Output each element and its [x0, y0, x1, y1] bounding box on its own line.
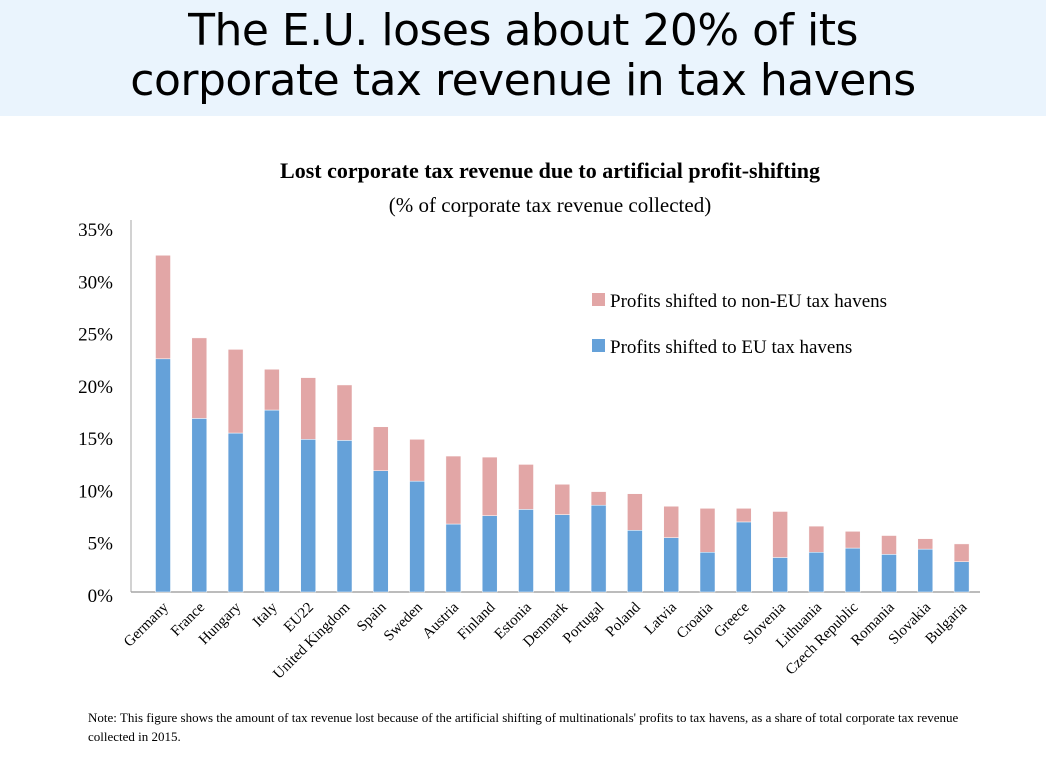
bar-non-eu-germany [155, 255, 171, 360]
bar-non-eu-slovakia [917, 538, 934, 550]
header-banner: The E.U. loses about 20% of its corporat… [0, 0, 1046, 116]
y-tick-label: 35% [78, 220, 113, 241]
bar-non-eu-lithuania [808, 525, 825, 553]
bar-eu-estonia [518, 509, 534, 593]
bar-non-eu-italy [264, 369, 280, 411]
headline-line-2: corporate tax revenue in tax havens [130, 55, 916, 106]
y-tick-label: 25% [78, 325, 113, 346]
y-tick-label: 15% [78, 429, 113, 450]
bar-non-eu-czech-republic [844, 531, 861, 549]
bar-eu-eu22 [300, 439, 316, 593]
bar-non-eu-france [191, 337, 208, 419]
bar-non-eu-greece [736, 508, 752, 523]
bar-eu-united-kingdom [336, 440, 353, 593]
bar-non-eu-estonia [518, 464, 534, 510]
bar-eu-bulgaria [953, 561, 970, 593]
bar-eu-slovenia [772, 557, 788, 593]
legend: Profits shifted to non-EU tax havens Prof… [592, 291, 887, 358]
bar-non-eu-portugal [590, 491, 607, 506]
bar-eu-czech-republic [844, 547, 861, 593]
bar-eu-germany [155, 358, 171, 593]
bar-eu-spain [373, 470, 389, 593]
y-tick-label: 10% [78, 481, 113, 502]
legend-label-non-eu: Profits shifted to non-EU tax havens [610, 291, 887, 312]
bar-non-eu-poland [627, 493, 643, 531]
x-tick-label: Finland [455, 599, 499, 643]
bar-non-eu-slovenia [772, 511, 788, 558]
bar-eu-denmark [554, 514, 571, 593]
bar-non-eu-croatia [699, 508, 716, 553]
y-tick-label: 0% [88, 586, 114, 607]
bar-eu-france [191, 418, 208, 593]
bar-non-eu-spain [373, 426, 389, 471]
x-tick-label: Croatia [674, 599, 717, 642]
headline-line-1: The E.U. loses about 20% of its [188, 5, 858, 56]
y-tick-label: 30% [78, 272, 113, 293]
x-tick-label: Austria [420, 599, 463, 642]
chart-title: Lost corporate tax revenue due to artifi… [280, 158, 820, 183]
bar-non-eu-hungary [227, 349, 244, 434]
bar-non-eu-united-kingdom [336, 384, 353, 441]
legend-label-eu: Profits shifted to EU tax havens [610, 337, 852, 358]
x-tick-label: Italy [250, 599, 281, 630]
legend-swatch-eu [592, 339, 605, 352]
bar-non-eu-latvia [663, 506, 679, 538]
bar-eu-poland [627, 530, 643, 593]
bar-eu-lithuania [808, 552, 825, 593]
bar-eu-romania [881, 554, 897, 593]
bar-eu-portugal [590, 504, 607, 593]
bar-eu-latvia [663, 537, 679, 593]
bar-non-eu-sweden [409, 439, 425, 482]
bar-eu-slovakia [917, 548, 934, 593]
x-tick-label: Germany [121, 599, 172, 650]
bar-non-eu-romania [881, 535, 897, 555]
bar-eu-austria [445, 523, 462, 593]
bar-non-eu-denmark [554, 484, 571, 515]
bars [155, 255, 970, 593]
y-tick-label: 20% [78, 377, 113, 398]
bar-eu-italy [264, 409, 280, 593]
bar-eu-greece [736, 521, 752, 593]
x-tick-label: Portugal [560, 600, 607, 647]
x-tick-label: Sweden [381, 599, 426, 644]
bar-eu-sweden [409, 480, 425, 593]
chart-subtitle: (% of corporate tax revenue collected) [388, 193, 712, 217]
bar-non-eu-bulgaria [953, 543, 970, 562]
x-tick-label: Poland [603, 599, 644, 640]
bar-non-eu-finland [481, 456, 498, 516]
bar-eu-finland [481, 515, 498, 593]
y-tick-label: 5% [88, 534, 114, 555]
legend-swatch-non-eu [592, 293, 605, 306]
bar-non-eu-eu22 [300, 377, 316, 440]
bar-non-eu-austria [445, 455, 462, 525]
figure-note: Note: This figure shows the amount of ta… [88, 710, 959, 744]
bar-eu-croatia [699, 552, 716, 593]
bar-eu-hungary [227, 432, 244, 593]
headline: The E.U. loses about 20% of its corporat… [0, 6, 1046, 106]
